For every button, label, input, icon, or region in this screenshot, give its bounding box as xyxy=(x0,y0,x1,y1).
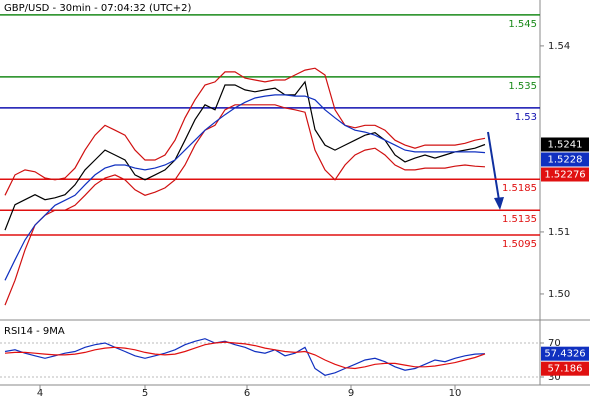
price-tag xyxy=(541,361,589,376)
y-tick-label: 70 xyxy=(548,338,561,349)
y-tick-label: 1.51 xyxy=(548,227,570,238)
level-label: 1.53 xyxy=(515,112,537,123)
y-tick-label: 1.50 xyxy=(548,289,570,300)
forecast-arrow xyxy=(487,131,500,201)
series-line xyxy=(4,94,486,281)
price-tag-label: 1.5228 xyxy=(548,154,583,165)
series-line xyxy=(4,104,486,306)
level-label: 1.5135 xyxy=(502,214,537,225)
price-tag-label: 1.52276 xyxy=(544,169,585,180)
series-line xyxy=(4,67,486,196)
x-tick-label: 10 xyxy=(449,388,462,399)
price-tag xyxy=(541,152,589,167)
level-label: 1.545 xyxy=(508,19,537,30)
level-label: 1.5185 xyxy=(502,183,537,194)
series-line xyxy=(4,341,486,370)
price-tag-label: 57.186 xyxy=(548,364,583,375)
y-tick-label: 1.54 xyxy=(548,41,570,52)
series-line xyxy=(4,80,486,231)
chart-title: GBP/USD - 30min - 07:04:32 (UTC+2) xyxy=(4,3,191,14)
x-tick-label: 5 xyxy=(142,388,148,399)
y-tick-label: 30 xyxy=(548,372,561,383)
level-label: 1.5095 xyxy=(502,239,537,250)
price-tag-label: 57.4326 xyxy=(544,349,585,360)
price-tag-label: 1.5241 xyxy=(548,139,583,150)
x-tick-label: 6 xyxy=(244,388,250,399)
rsi-title: RSI14 - 9MA xyxy=(4,326,65,337)
price-tag xyxy=(541,167,589,182)
price-tag xyxy=(541,137,589,152)
level-label: 1.535 xyxy=(508,81,537,92)
price-tag xyxy=(541,346,589,361)
x-tick-label: 9 xyxy=(348,388,354,399)
series-line xyxy=(4,338,486,376)
x-tick-label: 4 xyxy=(37,388,43,399)
arrow-head xyxy=(494,197,504,210)
